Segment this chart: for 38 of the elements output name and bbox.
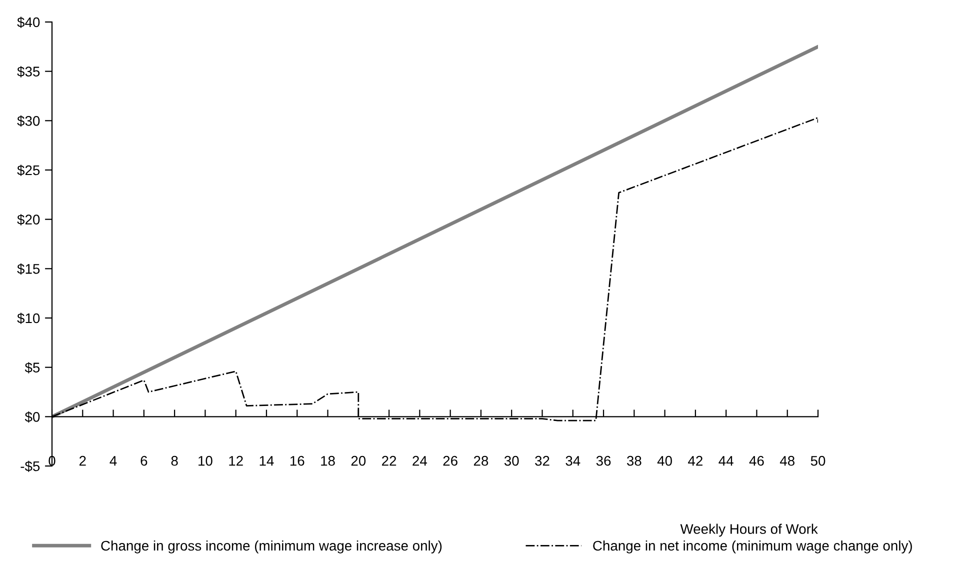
legend-label: Change in net income (minimum wage change only) (593, 540, 912, 554)
x-axis-title: Weekly Hours of Work (680, 524, 818, 537)
x-tick-label: 36 (596, 456, 611, 466)
x-tick-label: 2 (79, 456, 86, 466)
legend-label: Change in gross income (minimum wage increase only) (101, 540, 442, 554)
y-tick-label: -$5 (20, 460, 40, 472)
y-tick-label: $5 (24, 362, 40, 374)
x-tick-label: 16 (290, 456, 304, 466)
y-tick-label: $25 (17, 164, 40, 176)
x-tick-label: 46 (749, 456, 764, 466)
y-tick-label: $30 (17, 115, 40, 127)
x-tick-label: 38 (626, 456, 642, 466)
x-tick-label: 30 (504, 456, 519, 466)
x-tick-label: 32 (535, 456, 550, 466)
x-tick-label: 44 (718, 456, 734, 466)
x-tick-label: 14 (260, 456, 274, 466)
x-tick-label: 10 (198, 456, 212, 466)
x-tick-label: 4 (110, 456, 117, 466)
x-tick-label: 42 (688, 456, 702, 466)
x-tick-label: 34 (566, 456, 580, 466)
x-tick-label: 48 (780, 456, 794, 466)
y-tick-label: $40 (17, 16, 40, 28)
x-tick-label: 28 (474, 456, 488, 466)
x-tick-label: 24 (412, 456, 427, 466)
y-tick-label: $10 (17, 312, 40, 324)
x-tick-label: 40 (657, 456, 672, 466)
y-tick-label: $15 (17, 263, 40, 275)
y-tick-label: $20 (17, 214, 40, 226)
x-tick-label: 6 (140, 456, 148, 466)
y-tick-label: $0 (24, 411, 40, 423)
x-tick-label: 20 (351, 456, 366, 466)
y-tick-label: $35 (17, 66, 40, 78)
x-tick-label: 18 (321, 456, 335, 466)
x-tick-label: 12 (229, 456, 243, 466)
x-tick-label: 22 (382, 456, 396, 466)
x-tick-label: 8 (171, 456, 178, 466)
x-tick-label: 50 (810, 456, 826, 466)
x-tick-label: 26 (443, 456, 458, 466)
